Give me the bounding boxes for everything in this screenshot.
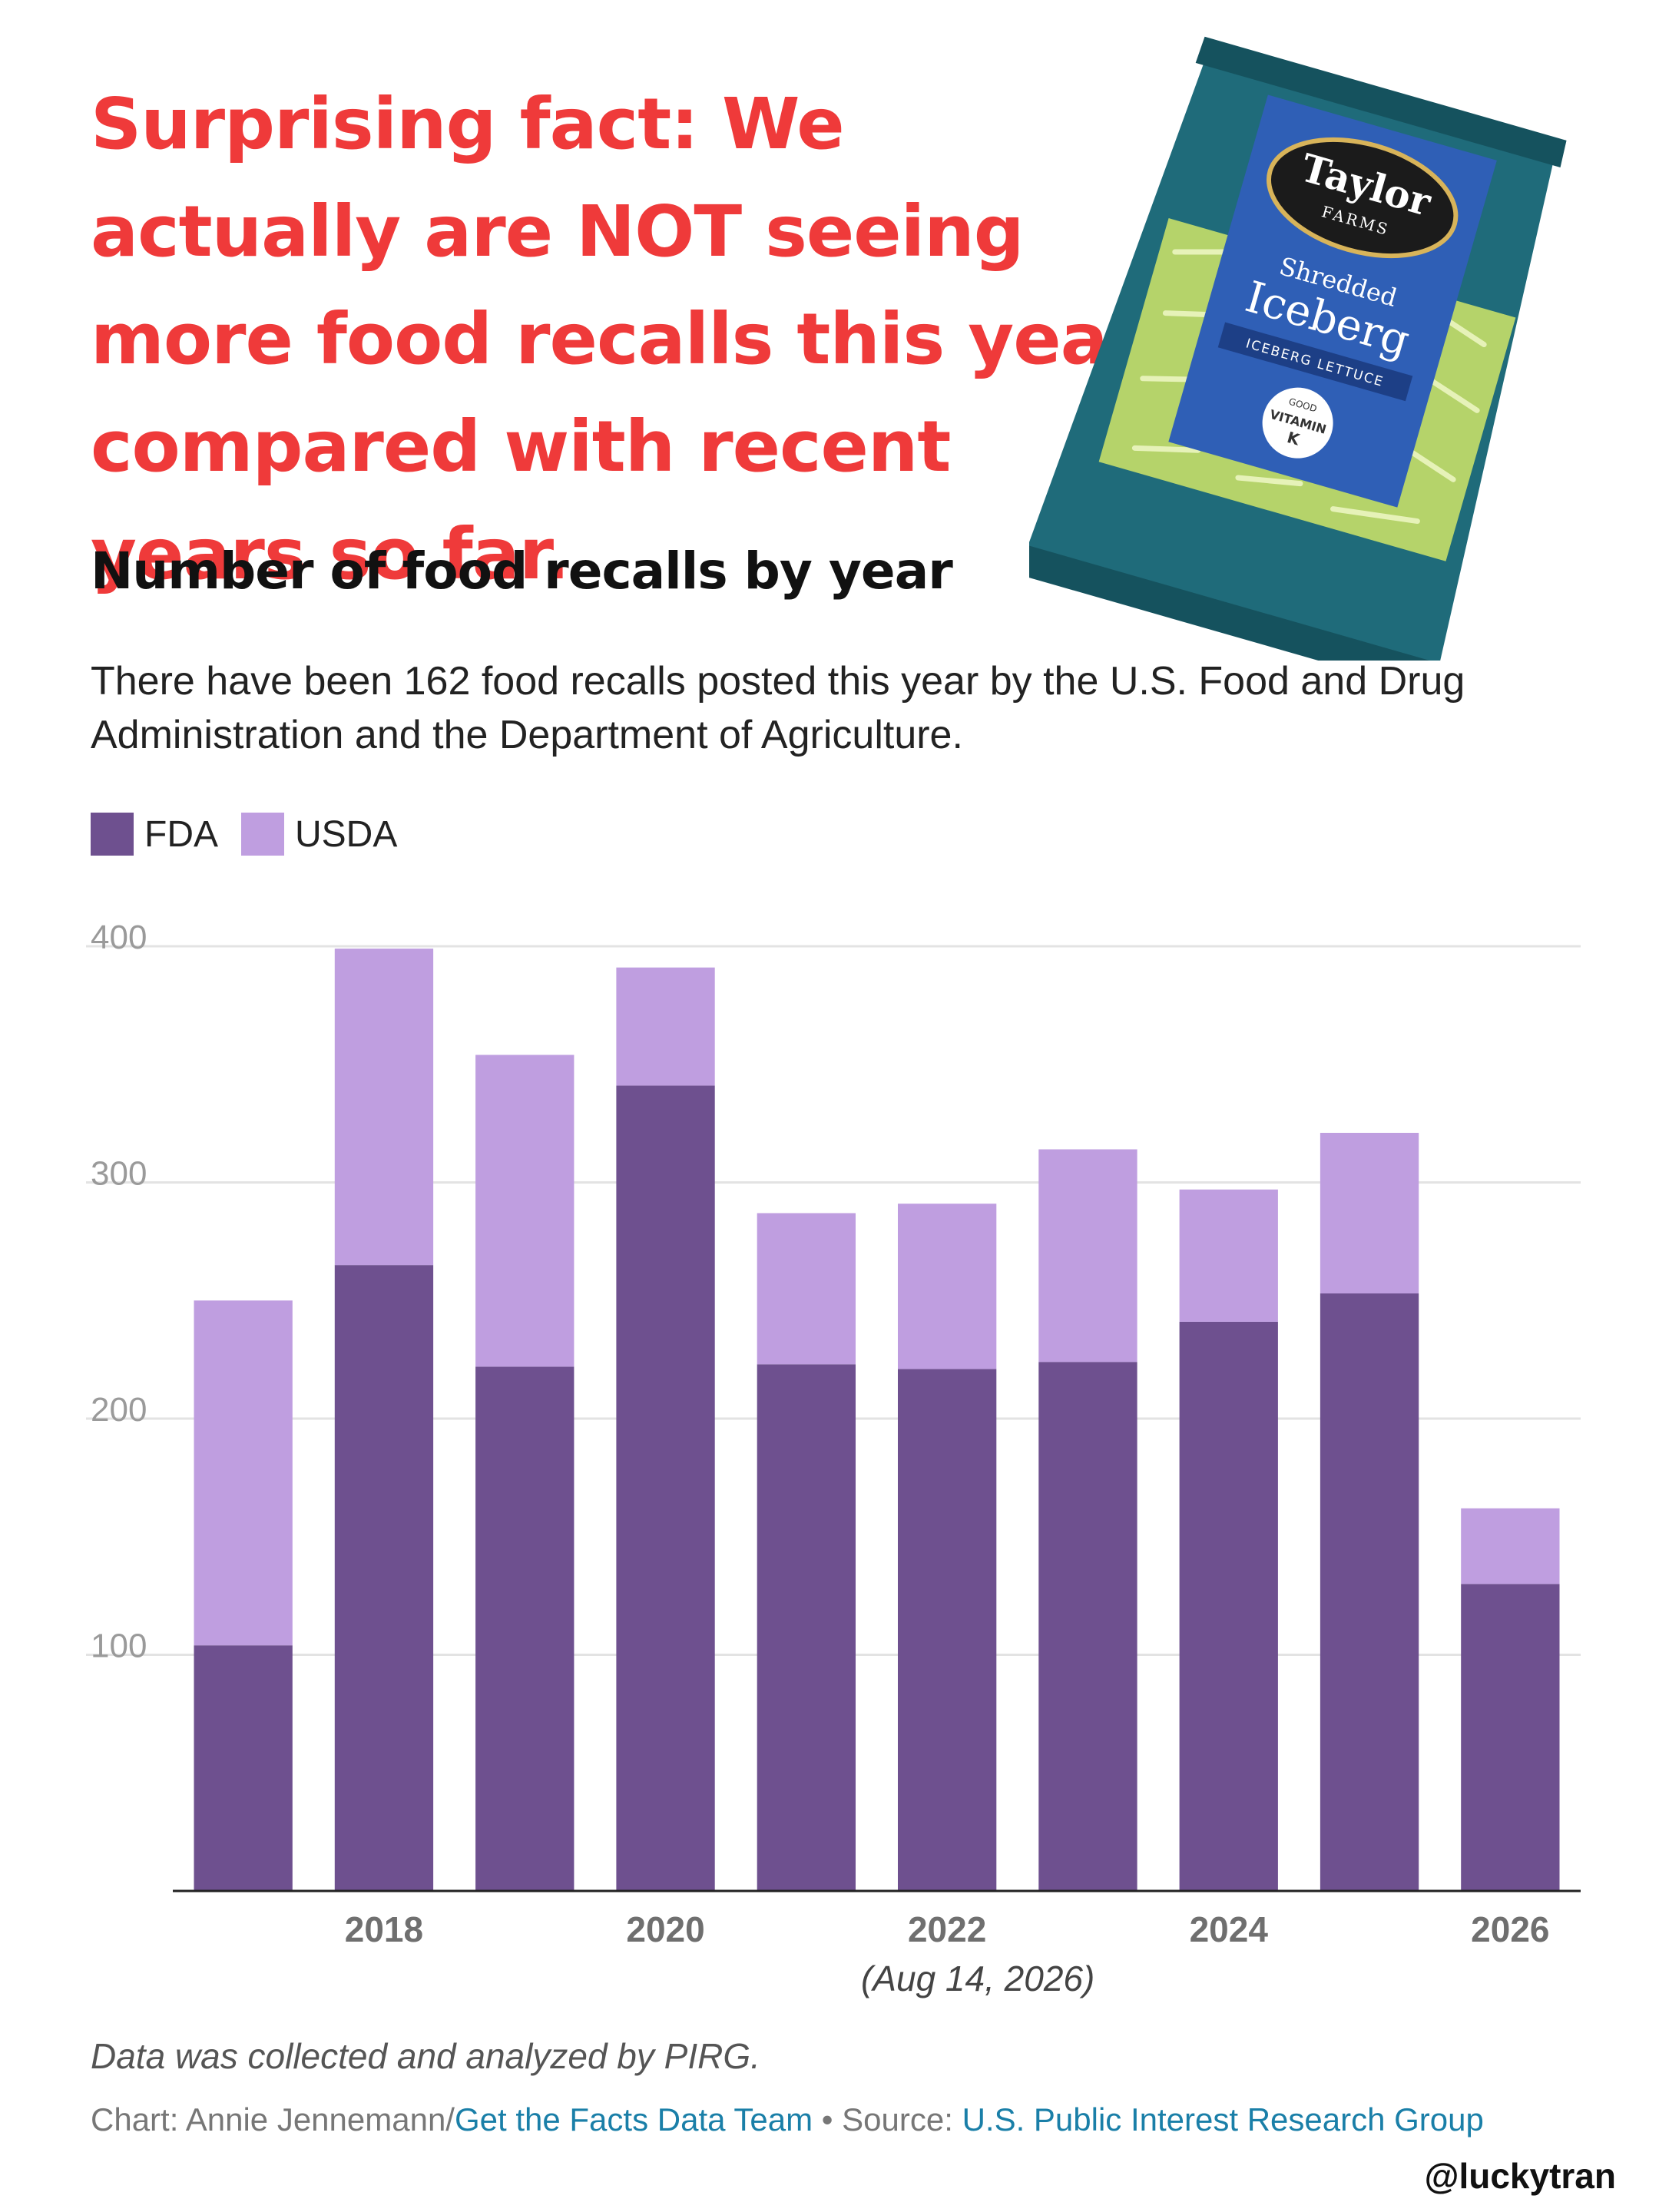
bar-usda-2022 xyxy=(897,1204,997,1369)
headline: Surprising fact: We actually are NOT see… xyxy=(91,83,1142,595)
bar-fda-2024 xyxy=(1179,1321,1278,1891)
x-tick-label: 2020 xyxy=(626,1909,704,1949)
x-axis-note: (Aug 14, 2026) xyxy=(861,1959,1094,1998)
bar-usda-2020 xyxy=(616,967,715,1086)
bar-fda-2019 xyxy=(475,1366,575,1891)
y-tick-label: 100 xyxy=(91,1628,147,1665)
footnote: Data was collected and analyzed by PIRG. xyxy=(91,2036,760,2076)
legend-item-fda: FDA xyxy=(91,813,218,856)
credit-chart-prefix: Chart: Annie Jennemann/ xyxy=(91,2101,455,2137)
y-tick-label: 400 xyxy=(91,919,147,956)
credit-team-link[interactable]: Get the Facts Data Team xyxy=(454,2101,813,2137)
stacked-bar-chart: 100 200 300 400 2018 2020 2022 2024 2026 (Aug 1… xyxy=(86,919,1581,1998)
bar-fda-2025 xyxy=(1320,1293,1419,1891)
bag-crimp-bottom xyxy=(1029,542,1449,661)
x-axis-ticks: 2018 2020 2022 2024 2026 xyxy=(345,1909,1550,1949)
y-axis-ticks: 100 200 300 400 xyxy=(91,919,147,1665)
legend-swatch-usda xyxy=(241,813,284,856)
bars xyxy=(194,949,1560,1891)
bar-usda-2017 xyxy=(194,1300,293,1646)
y-tick-label: 200 xyxy=(91,1391,147,1429)
bar-usda-2024 xyxy=(1179,1189,1278,1322)
legend-item-usda: USDA xyxy=(241,813,397,856)
credit-line: Chart: Annie Jennemann/Get the Facts Dat… xyxy=(91,2101,1484,2138)
author-handle: @luckytran xyxy=(1424,2156,1616,2196)
chart-title: Number of food recalls by year xyxy=(91,541,953,601)
x-tick-label: 2018 xyxy=(345,1909,423,1949)
legend-label-usda: USDA xyxy=(295,813,398,855)
bar-usda-2019 xyxy=(475,1055,575,1367)
bar-fda-2021 xyxy=(757,1364,856,1891)
x-tick-label: 2022 xyxy=(908,1909,986,1949)
bar-fda-2023 xyxy=(1038,1362,1137,1891)
credit-source-link[interactable]: U.S. Public Interest Research Group xyxy=(962,2101,1484,2137)
bar-usda-2025 xyxy=(1320,1132,1419,1294)
credit-separator: • Source: xyxy=(813,2101,962,2137)
legend-label-fda: FDA xyxy=(144,813,218,855)
bar-usda-2026 xyxy=(1461,1508,1560,1584)
x-tick-label: 2024 xyxy=(1190,1909,1269,1949)
lettuce-bag-image: Taylor FARMS Shredded Iceberg ICEBERG LE… xyxy=(1029,36,1567,661)
bar-fda-2026 xyxy=(1461,1584,1560,1891)
vitamin-badge xyxy=(1262,387,1333,459)
bar-fda-2017 xyxy=(194,1645,293,1891)
bag-crimp-top xyxy=(1195,36,1567,168)
brand-oval xyxy=(1266,137,1459,259)
bar-usda-2023 xyxy=(1038,1149,1137,1363)
chart-subtitle: There have been 162 food recalls posted … xyxy=(91,659,1465,757)
product-tag-band xyxy=(1217,322,1413,402)
legend: FDA USDA xyxy=(91,813,420,856)
bar-usda-2021 xyxy=(757,1213,856,1365)
bar-fda-2022 xyxy=(897,1369,997,1891)
bar-usda-2018 xyxy=(334,949,434,1266)
bar-fda-2018 xyxy=(334,1265,434,1891)
bar-fda-2020 xyxy=(616,1085,715,1891)
legend-swatch-fda xyxy=(91,813,134,856)
x-tick-label: 2026 xyxy=(1471,1909,1549,1949)
y-tick-label: 300 xyxy=(91,1155,147,1193)
